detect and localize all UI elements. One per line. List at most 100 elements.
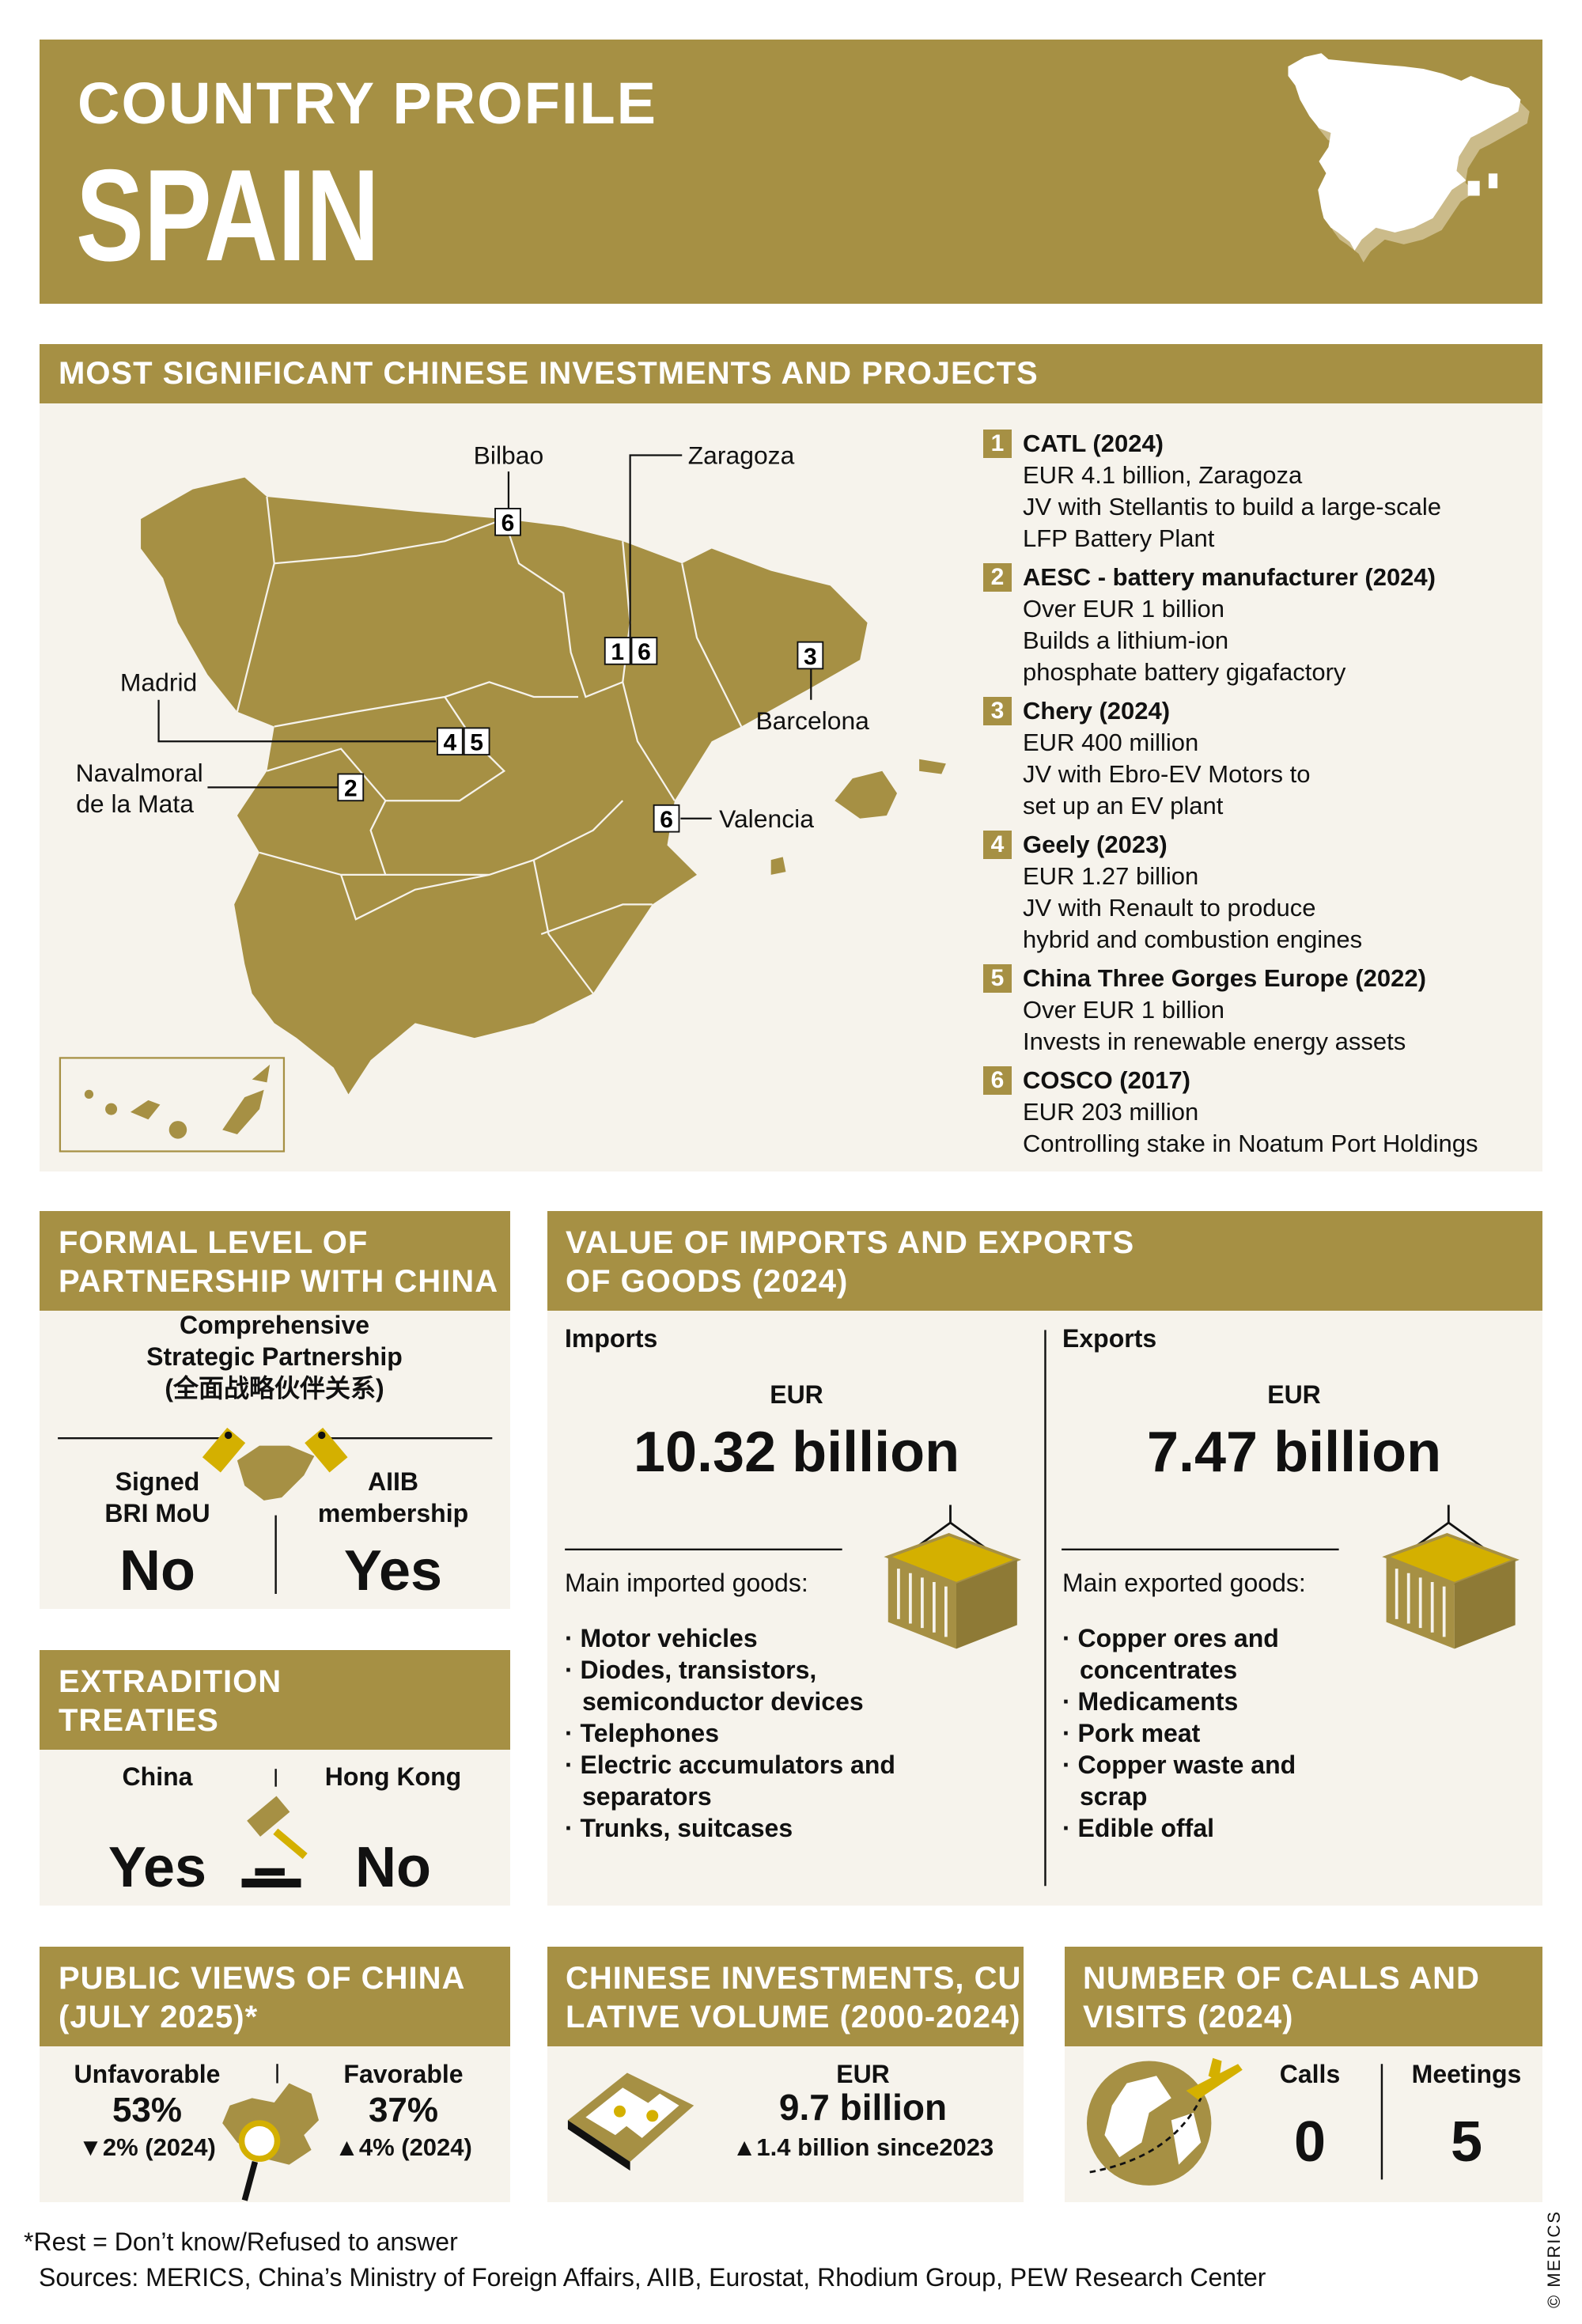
partnership-header [40,1211,510,1311]
goods-item: Trunks, suitcases [565,1812,913,1844]
exports-label: Exports [1062,1324,1157,1353]
extradition-hk-value: No [355,1836,431,1899]
partnership-title-line: FORMAL LEVEL OF [59,1225,369,1260]
calls-label: Calls [1279,2060,1341,2088]
container-icon [884,1505,1022,1649]
spain-header-icon [1288,53,1530,263]
investment-detail: Over EUR 1 billion [1023,996,1224,1024]
svg-text:1: 1 [611,639,624,665]
investment-number-badge: 5 [983,964,1012,993]
footnote: *Rest = Don’t know/Refused to answer [24,2227,458,2256]
svg-text:4: 4 [444,729,457,755]
exports-value: 7.47 billion [1146,1421,1442,1484]
sources: Sources: MERICS, China’s Ministry of For… [39,2263,1266,2292]
map-label-barcelona: Barcelona [755,706,869,735]
investment-item: 3 Chery (2024) EUR 400 million JV with Ebro… [983,695,1529,822]
marker-barcelona[interactable]: 3 [797,641,824,670]
cumulative-title-line: CHINESE INVESTMENTS, CUMU- [566,1961,1084,1996]
investment-title: Chery (2024) [1023,697,1171,725]
cumulative-value: 9.7 billion [778,2087,948,2128]
investment-number-badge: 4 [983,831,1012,859]
partnership-title-line: PARTNERSHIP WITH CHINA [59,1264,499,1299]
investment-text: China Three Gorges Europe (2022) Over EUR… [1023,963,1426,1058]
goods-item: Motor vehicles [565,1622,913,1654]
investment-detail: EUR 400 million [1023,729,1199,756]
investment-text: COSCO (2017) EUR 203 million Controlling s… [1023,1065,1478,1160]
investment-detail: JV with Stellantis to build a large-scal… [1023,493,1441,520]
goods-item: Edible offal [1062,1812,1300,1844]
imports-value: 10.32 billion [633,1421,960,1484]
investment-detail: JV with Ebro-EV Motors to [1023,760,1311,788]
svg-text:6: 6 [660,807,673,833]
visits-header [1065,1947,1542,2046]
marker-bilbao[interactable]: 6 [494,508,521,536]
meetings-value: 5 [1450,2110,1483,2174]
exports-currency: EUR [1267,1380,1321,1409]
unfavorable-change: ▼2% (2024) [78,2133,216,2161]
extradition-china-value: Yes [108,1836,207,1899]
goods-item: Telephones [565,1717,913,1749]
goods-item: Pork meat [1062,1717,1300,1749]
page-title: SPAIN [76,142,380,288]
investment-detail: EUR 4.1 billion, Zaragoza [1023,461,1303,489]
cumulative-header [547,1947,1024,2046]
map-label-bilbao: Bilbao [474,441,544,470]
investment-detail: Controlling stake in Noatum Port Holding… [1023,1130,1478,1157]
partnership-level: Comprehensive Strategic Partnership (全面战… [146,1309,403,1404]
canary-islands-inset [59,1057,286,1153]
marker-valencia[interactable]: 6 [653,804,680,833]
investment-title: CATL (2024) [1023,430,1164,457]
title-banner [40,40,1542,304]
investment-item: 6 COSCO (2017) EUR 203 million Controlling … [983,1065,1529,1160]
investment-title: COSCO (2017) [1023,1066,1190,1094]
investment-detail: phosphate battery gigafactory [1023,658,1346,686]
investment-number-badge: 2 [983,563,1012,592]
partnership-level-line: Comprehensive [179,1311,370,1339]
goods-item: Copper ores and concentrates [1062,1622,1300,1686]
investment-detail: Invests in renewable energy assets [1023,1028,1406,1055]
partnership-level-line: Strategic Partnership [146,1342,403,1371]
map-label-valencia: Valencia [719,804,814,833]
svg-text:2: 2 [344,776,358,802]
investment-item: 4 Geely (2023) EUR 1.27 billion JV with Ren… [983,829,1529,956]
goods-item: Electric accumulators and separators [565,1749,913,1812]
page-kicker: COUNTRY PROFILE [78,70,658,136]
investment-detail: EUR 203 million [1023,1098,1199,1126]
map-label-zaragoza: Zaragoza [688,441,795,470]
investment-text: AESC - battery manufacturer (2024) Over E… [1023,562,1436,688]
public-views-title-line: PUBLIC VIEWS OF CHINA [59,1961,466,1996]
investment-detail: hybrid and combustion engines [1023,925,1363,953]
marker-navalmoral[interactable]: 2 [337,773,365,802]
container-icon [1382,1505,1520,1649]
unfavorable-value: 53% [112,2091,183,2129]
investment-title: Geely (2023) [1023,831,1168,858]
goods-item: Diodes, transistors, semiconductor devic… [565,1654,913,1717]
trade-title-line: VALUE OF IMPORTS AND EXPORTS [566,1225,1135,1260]
calls-value: 0 [1293,2110,1327,2174]
svg-text:6: 6 [501,510,515,536]
aiib-value: Yes [343,1539,443,1603]
public-views-title-line: (JULY 2025)* [59,2000,259,2034]
investment-item: 1 CATL (2024) EUR 4.1 billion, Zaragoza JV … [983,428,1529,555]
extradition-title-line: EXTRADITION [59,1664,282,1699]
china-magnifier-icon [222,2083,319,2201]
unfavorable-label: Unfavorable [74,2060,221,2088]
exports-goods-title: Main exported goods: [1062,1569,1306,1597]
imports-goods-title: Main imported goods: [565,1569,808,1597]
visits-title: NUMBER OF CALLS AND VISITS (2024) [1083,1959,1480,2037]
imports-goods-list: Motor vehiclesDiodes, transistors, semic… [565,1622,913,1844]
extradition-title-line: TREATIES [59,1703,219,1738]
investments-title: MOST SIGNIFICANT CHINESE INVESTMENTS AND… [59,356,1039,391]
favorable-change: ▲4% (2024) [335,2133,472,2161]
trade-header [547,1211,1542,1311]
public-views-header [40,1947,510,2046]
trade-title-line: OF GOODS (2024) [566,1264,849,1299]
investment-title: AESC - battery manufacturer (2024) [1023,563,1436,591]
exports-goods-list: Copper ores and concentratesMedicamentsP… [1062,1622,1300,1844]
imports-currency: EUR [770,1380,823,1409]
extradition-china-label: China [122,1762,193,1791]
globe-plane-icon [1086,2057,1243,2186]
